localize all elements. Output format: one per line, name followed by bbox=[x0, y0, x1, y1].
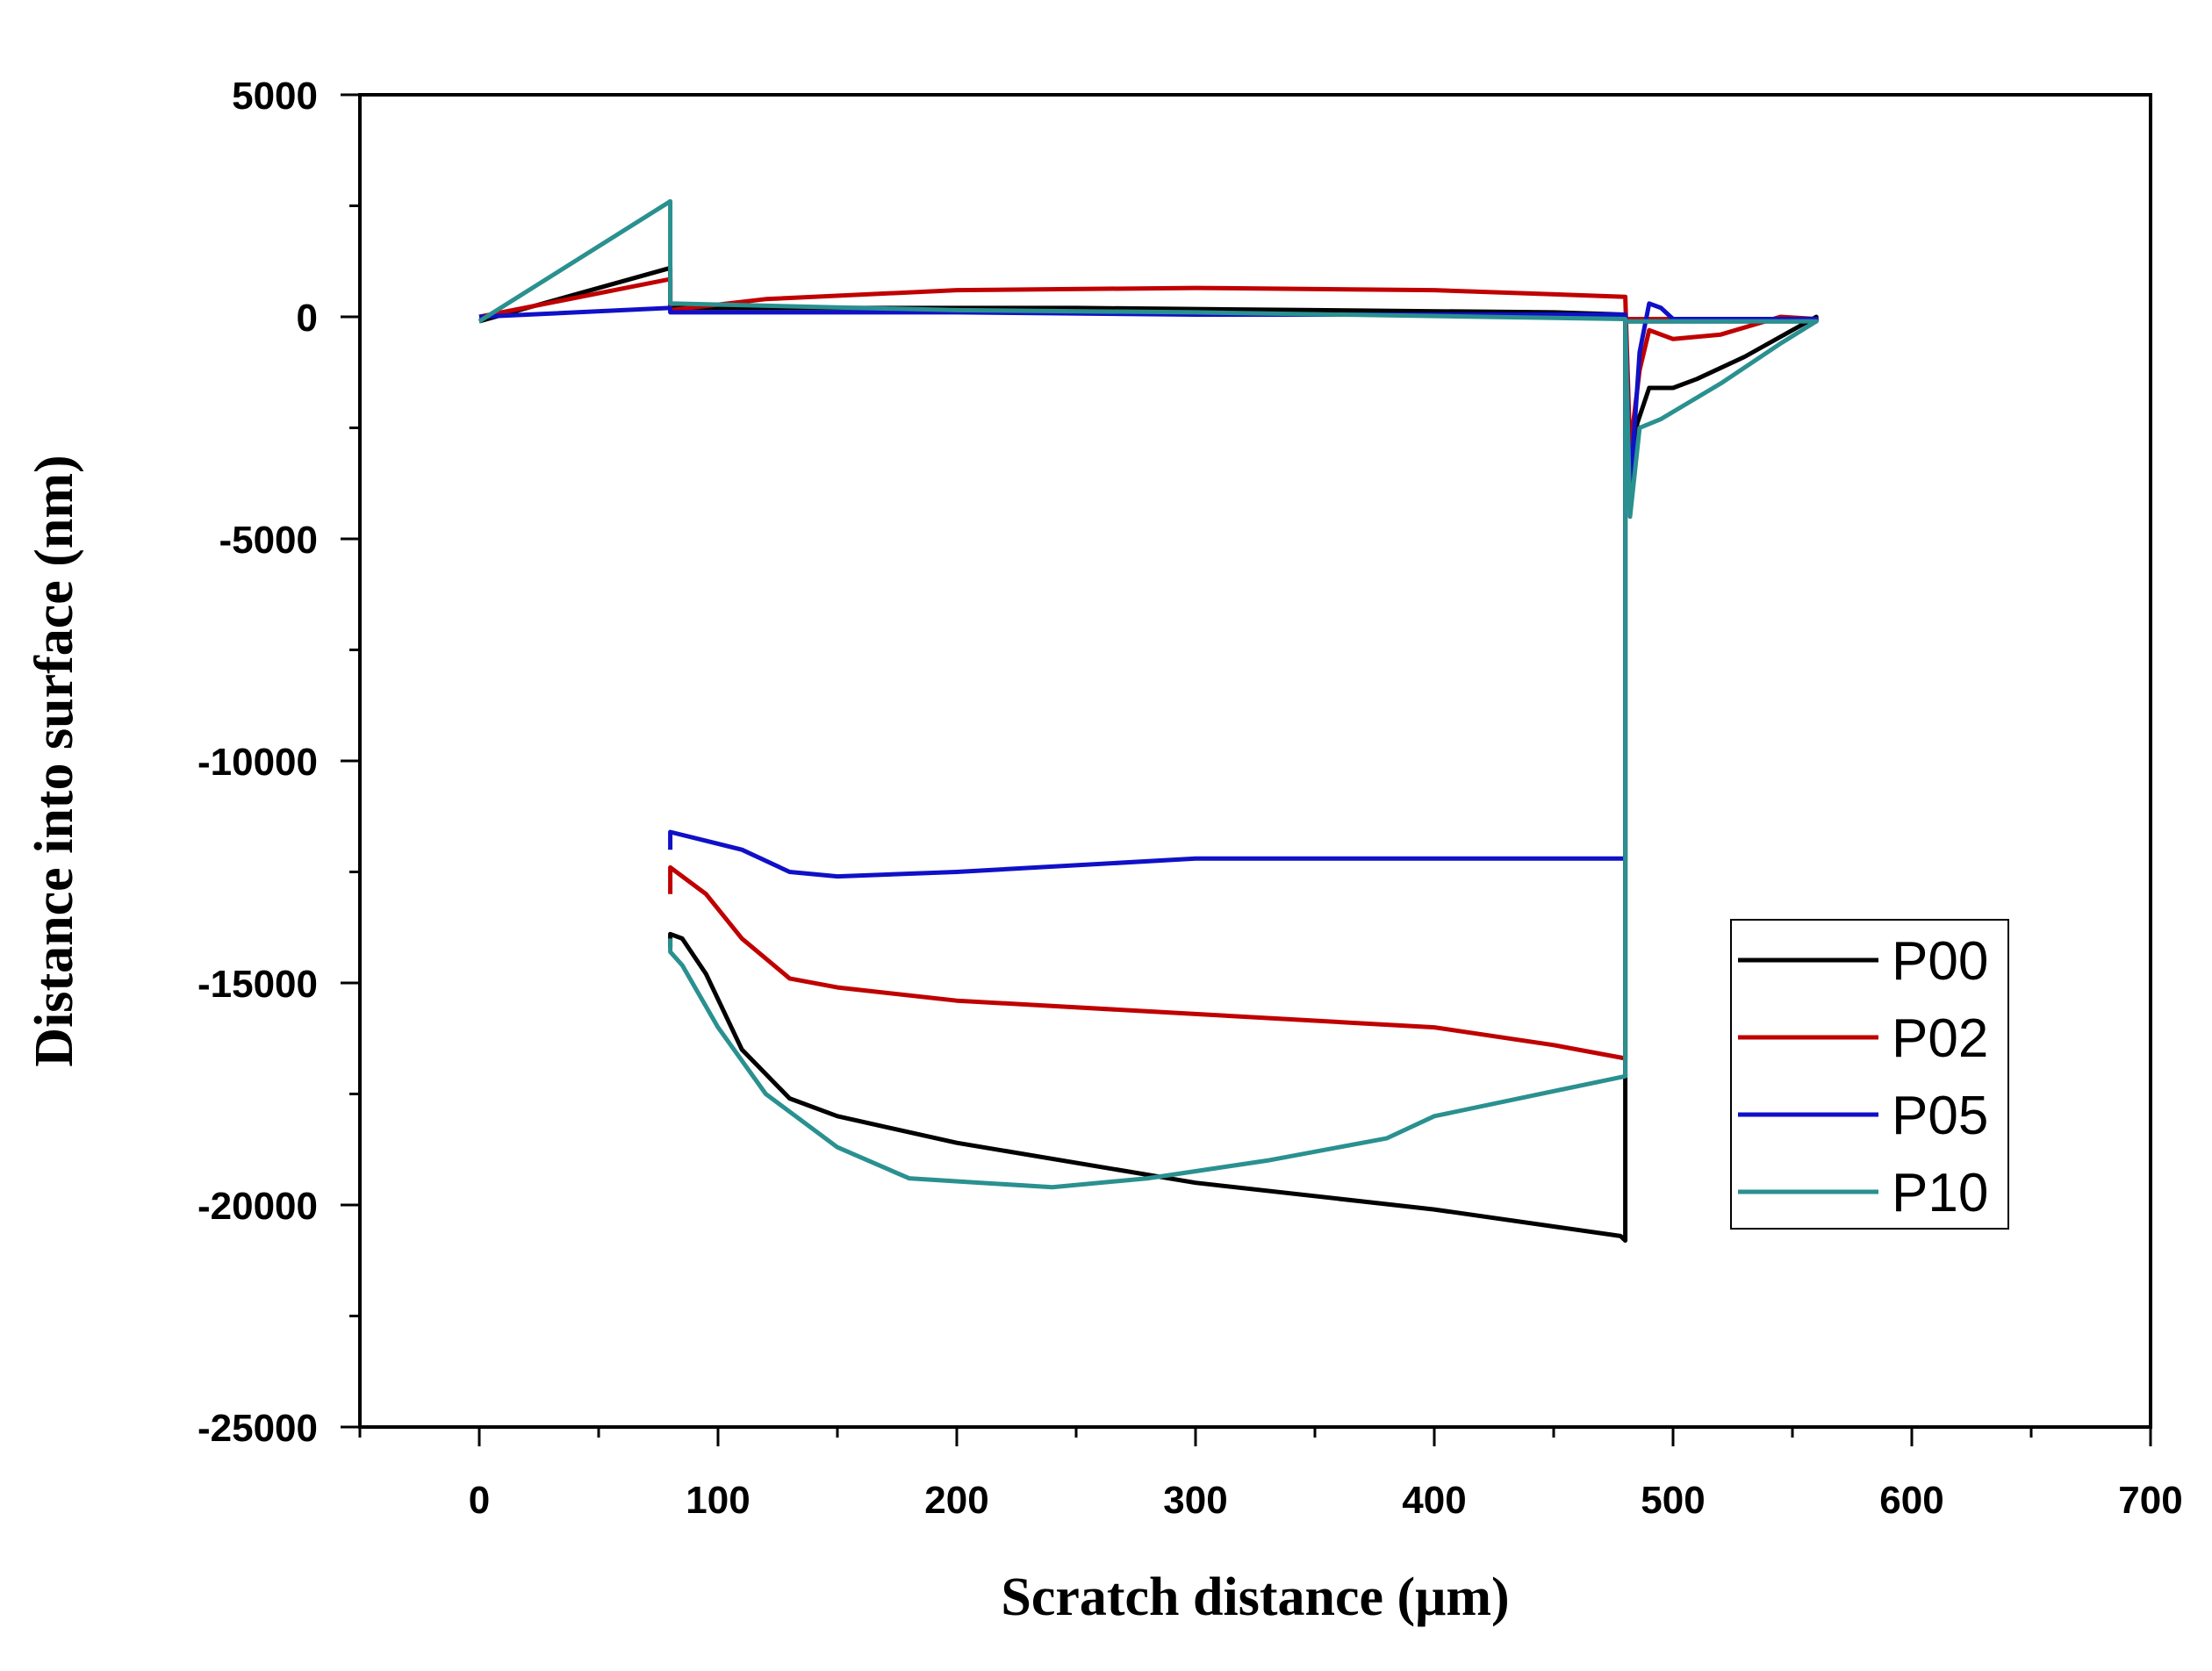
x-tick-label: 300 bbox=[1163, 1479, 1227, 1522]
y-tick-label: 0 bbox=[297, 297, 318, 340]
y-tick-label: -5000 bbox=[219, 519, 318, 562]
series-layer bbox=[478, 198, 1819, 1243]
x-tick-label: 700 bbox=[2118, 1479, 2182, 1522]
y-tick-label: -10000 bbox=[198, 741, 318, 784]
series-line-p00 bbox=[478, 265, 1819, 1243]
x-tick-label: 600 bbox=[1879, 1479, 1943, 1522]
x-tick-label: 500 bbox=[1641, 1479, 1705, 1522]
series-line-p10 bbox=[478, 198, 1819, 1190]
legend-label-p00: P00 bbox=[1892, 931, 1988, 992]
legend-label-p10: P10 bbox=[1892, 1163, 1988, 1223]
x-axis-ticks: 0 100 200 300 400 500 600 700 bbox=[358, 1427, 2183, 1522]
legend-label-p05: P05 bbox=[1892, 1086, 1988, 1146]
y-tick-label: -15000 bbox=[198, 963, 318, 1006]
series-line-p02 bbox=[478, 276, 1819, 1061]
y-tick-label: -20000 bbox=[198, 1185, 318, 1228]
y-tick-label: 5000 bbox=[232, 75, 318, 118]
legend-frame bbox=[1730, 919, 2009, 1230]
legend: P00 P02 P05 P10 bbox=[1730, 919, 2009, 1230]
x-axis-title: Scratch distance (μm) bbox=[1001, 1567, 1509, 1627]
x-tick-label: 100 bbox=[686, 1479, 750, 1522]
legend-label-p02: P02 bbox=[1892, 1008, 1988, 1069]
series-line-p05 bbox=[478, 301, 1819, 879]
x-tick-label: 400 bbox=[1402, 1479, 1466, 1522]
y-tick-label: -25000 bbox=[198, 1407, 318, 1450]
x-tick-label: 200 bbox=[924, 1479, 988, 1522]
x-tick-label: 0 bbox=[469, 1479, 490, 1522]
y-axis-title: Distance into surface (nm) bbox=[25, 455, 84, 1066]
y-axis-ticks: 5000 0 -5000 -10000 -15000 -20000 -25000 bbox=[198, 75, 360, 1450]
